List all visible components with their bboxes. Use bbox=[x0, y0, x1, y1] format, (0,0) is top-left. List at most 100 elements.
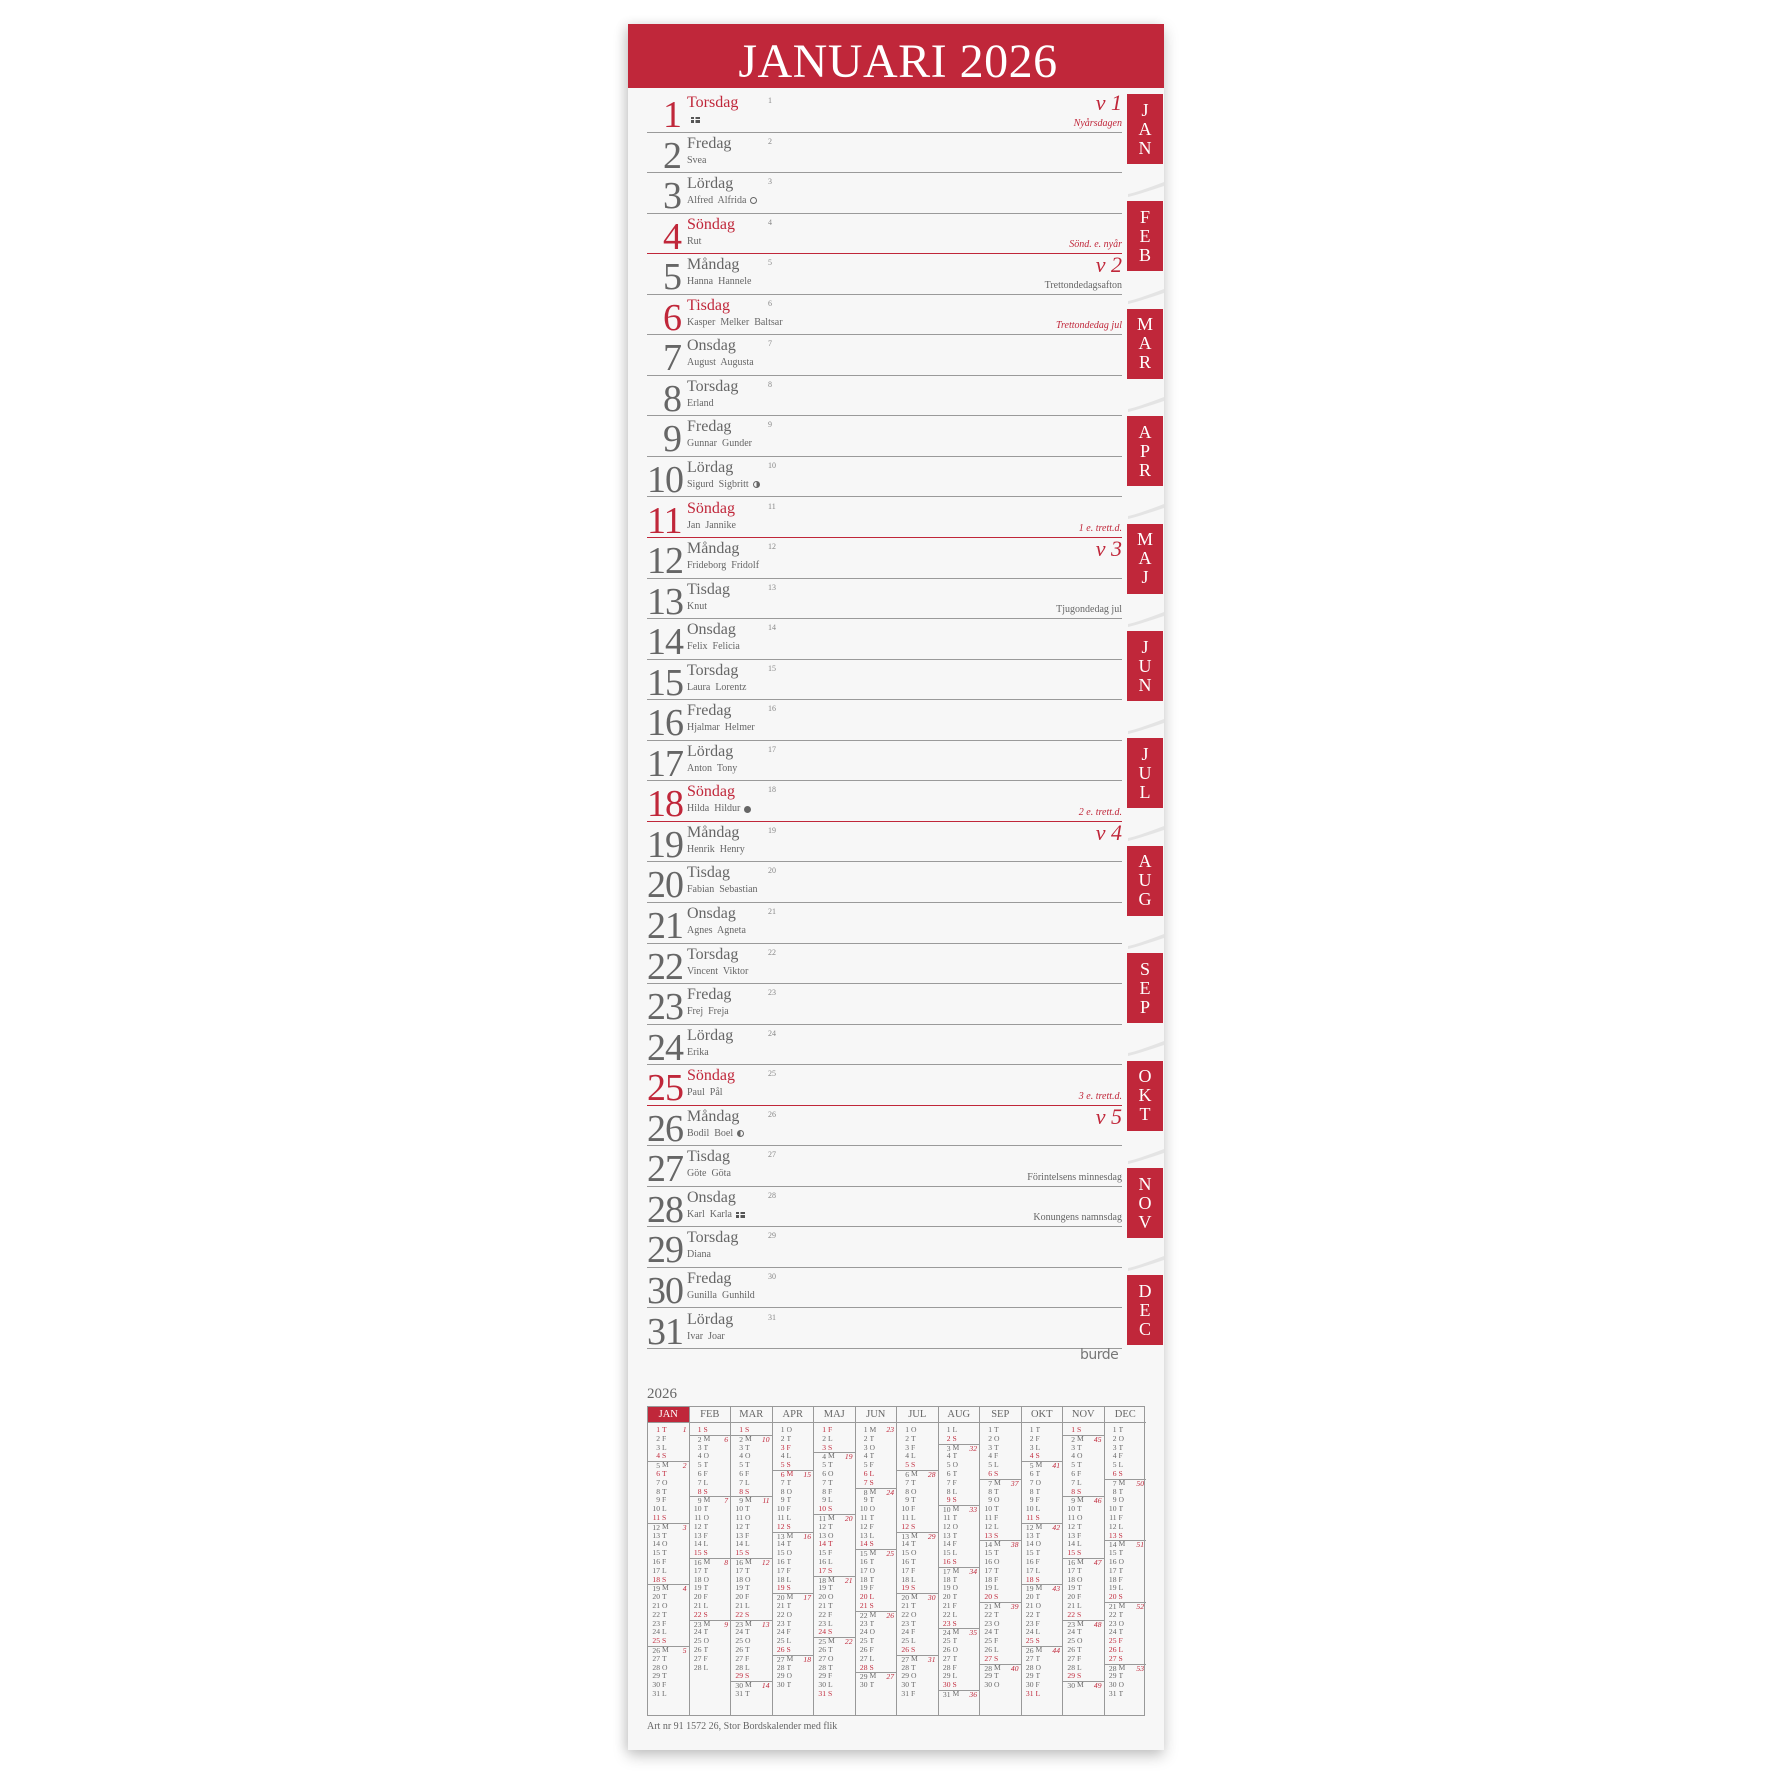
day-row[interactable]: 6 Tisdag 6 Kasper Melker Baltsar Trettondeda… bbox=[647, 295, 1122, 337]
day-row[interactable]: 27 Tisdag 27 Göte Göta Förintelsens minnesda… bbox=[647, 1146, 1122, 1188]
day-row[interactable]: 22 Torsdag 22 Vincent Viktor bbox=[647, 944, 1122, 986]
mini-day-number: 27 bbox=[859, 1653, 868, 1663]
mini-day: 21 bbox=[856, 1601, 897, 1611]
mini-day: 2 bbox=[814, 1434, 855, 1444]
last-quarter-moon-icon bbox=[752, 481, 760, 489]
mini-day-number: 11 bbox=[984, 1512, 992, 1522]
month-header[interactable]: JAN bbox=[648, 1407, 689, 1423]
day-row[interactable]: 10 Lördag 10 Sigurd Sigbritt bbox=[647, 457, 1122, 499]
day-row[interactable]: 31 Lördag 31 Ivar Joar bbox=[647, 1309, 1122, 1351]
month-header[interactable]: AUG bbox=[938, 1407, 979, 1423]
day-row[interactable]: 14 Onsdag 14 Felix Felicia bbox=[647, 619, 1122, 661]
mini-day-number: 22 bbox=[1067, 1609, 1075, 1619]
mini-day: 16 bbox=[939, 1557, 980, 1567]
weekday-label: Fredag bbox=[687, 702, 732, 720]
day-row[interactable]: 8 Torsdag 8 Erland bbox=[647, 376, 1122, 418]
mini-day-number: 17 bbox=[818, 1565, 826, 1575]
mini-day: 23 bbox=[814, 1619, 855, 1629]
mini-day-number: 26 bbox=[818, 1644, 826, 1654]
mini-day-number: 14 bbox=[735, 1539, 743, 1549]
day-row[interactable]: 28 Onsdag 28 Karl Karla Konungens namnsdag bbox=[647, 1187, 1122, 1229]
mini-day-number: 3 bbox=[988, 1442, 992, 1452]
mini-day: 25 bbox=[773, 1636, 814, 1646]
day-row[interactable]: 24 Lördag 24 Erika bbox=[647, 1025, 1122, 1067]
weekday-label: Söndag bbox=[687, 1067, 735, 1085]
month-header[interactable]: MAJ bbox=[814, 1407, 855, 1423]
day-row[interactable]: 23 Fredag 23 Frej Freja bbox=[647, 984, 1122, 1026]
mini-day: 30 49 bbox=[1063, 1681, 1104, 1690]
mini-day-number: 12 bbox=[901, 1521, 909, 1531]
mini-day: 24 bbox=[773, 1628, 814, 1637]
holiday-note: 1 e. trett.d. bbox=[1078, 523, 1122, 535]
day-row[interactable]: 1 Torsdag 1 v 1 Nyårsdagen bbox=[647, 92, 1122, 134]
mini-day-number: 10 bbox=[1067, 1504, 1075, 1514]
day-row[interactable]: 2 Fredag 2 Svea bbox=[647, 133, 1122, 175]
month-header[interactable]: JUL bbox=[897, 1407, 938, 1423]
month-header[interactable]: DEC bbox=[1104, 1407, 1146, 1423]
mini-day-number: 19 bbox=[818, 1583, 826, 1593]
mini-day-number: 15 bbox=[1025, 1548, 1034, 1558]
mini-day: 12 bbox=[1105, 1522, 1147, 1532]
month-header[interactable]: OKT bbox=[1021, 1407, 1062, 1423]
day-row[interactable]: 30 Fredag 30 Gunilla Gunhild bbox=[647, 1268, 1122, 1310]
month-header[interactable]: APR bbox=[772, 1407, 813, 1423]
name-day: Ivar Joar bbox=[687, 1331, 725, 1342]
mini-day: 13 bbox=[1022, 1531, 1063, 1541]
mini-day: 30 bbox=[773, 1680, 814, 1690]
day-of-year: 4 bbox=[768, 217, 772, 227]
mini-day: 2 bbox=[897, 1434, 938, 1444]
day-row[interactable]: 21 Onsdag 21 Agnes Agneta bbox=[647, 903, 1122, 945]
month-header[interactable]: NOV bbox=[1063, 1407, 1104, 1423]
month-header[interactable]: JUN bbox=[855, 1407, 896, 1423]
day-row[interactable]: 26 Måndag 26 Bodil Boel v 5 bbox=[647, 1105, 1122, 1148]
day-row[interactable]: 5 Måndag 5 Hanna Hannele v 2 Trettondedagsaft… bbox=[647, 254, 1122, 296]
mini-day: 5 bbox=[856, 1460, 897, 1470]
day-row[interactable]: 4 Söndag 4 Rut Sönd. e. nyår bbox=[647, 214, 1122, 256]
day-row[interactable]: 3 Lördag 3 Alfred Alfrida bbox=[647, 173, 1122, 215]
mini-day-number: 18 bbox=[1025, 1574, 1034, 1584]
month-header[interactable]: MAR bbox=[731, 1407, 772, 1423]
mini-day: 11 bbox=[939, 1513, 980, 1523]
month-header[interactable]: FEB bbox=[689, 1407, 730, 1423]
day-row[interactable]: 12 Måndag 12 Frideborg Fridolf v 3 bbox=[647, 538, 1122, 580]
mini-week-number: 37 bbox=[1010, 1478, 1019, 1488]
day-row[interactable]: 13 Tisdag 13 Knut Tjugondedag jul bbox=[647, 579, 1122, 621]
mini-day-number: 29 bbox=[818, 1671, 826, 1681]
mini-day: 17 bbox=[690, 1566, 731, 1576]
day-row[interactable]: 17 Lördag 17 Anton Tony bbox=[647, 741, 1122, 783]
day-row[interactable]: 25 Söndag 25 Paul Pål 3 e. trett.d. bbox=[647, 1065, 1122, 1107]
mini-day-letters: LSMTOTFLSMTOTFLSMTOTFLSMTOTFLSM bbox=[952, 1425, 960, 1698]
mini-day: 16 8 bbox=[689, 1557, 730, 1567]
day-row[interactable]: 15 Torsdag 15 Laura Lorentz bbox=[647, 660, 1122, 702]
day-row[interactable]: 9 Fredag 9 Gunnar Gunder bbox=[647, 416, 1122, 458]
mini-day-number: 23 bbox=[1067, 1619, 1075, 1629]
day-row[interactable]: 29 Torsdag 29 Diana bbox=[647, 1227, 1122, 1269]
mini-day-number: 4 bbox=[1112, 1451, 1117, 1461]
day-row[interactable]: 16 Fredag 16 Hjalmar Helmer bbox=[647, 700, 1122, 742]
day-row[interactable]: 18 Söndag 18 Hilda Hildur 2 e. trett.d. bbox=[647, 781, 1122, 823]
month-header[interactable]: SEP bbox=[980, 1407, 1021, 1423]
day-row[interactable]: 19 Måndag 19 Henrik Henry v 4 bbox=[647, 821, 1122, 864]
mini-day-number: 15 bbox=[984, 1548, 992, 1558]
mini-day-number: 19 bbox=[735, 1583, 743, 1593]
day-row[interactable]: 20 Tisdag 20 Fabian Sebastian bbox=[647, 862, 1122, 904]
mini-day-number: 8 bbox=[988, 1486, 992, 1496]
day-row[interactable]: 11 Söndag 11 Jan Jannike 1 e. trett.d. bbox=[647, 498, 1122, 540]
mini-day: 25 bbox=[1022, 1636, 1063, 1646]
mini-day: 26 bbox=[856, 1645, 897, 1655]
mini-day-number: 27 bbox=[1025, 1653, 1034, 1663]
mini-day-number: 10 bbox=[776, 1504, 785, 1514]
day-row[interactable]: 7 Onsdag 7 August Augusta bbox=[647, 335, 1122, 377]
